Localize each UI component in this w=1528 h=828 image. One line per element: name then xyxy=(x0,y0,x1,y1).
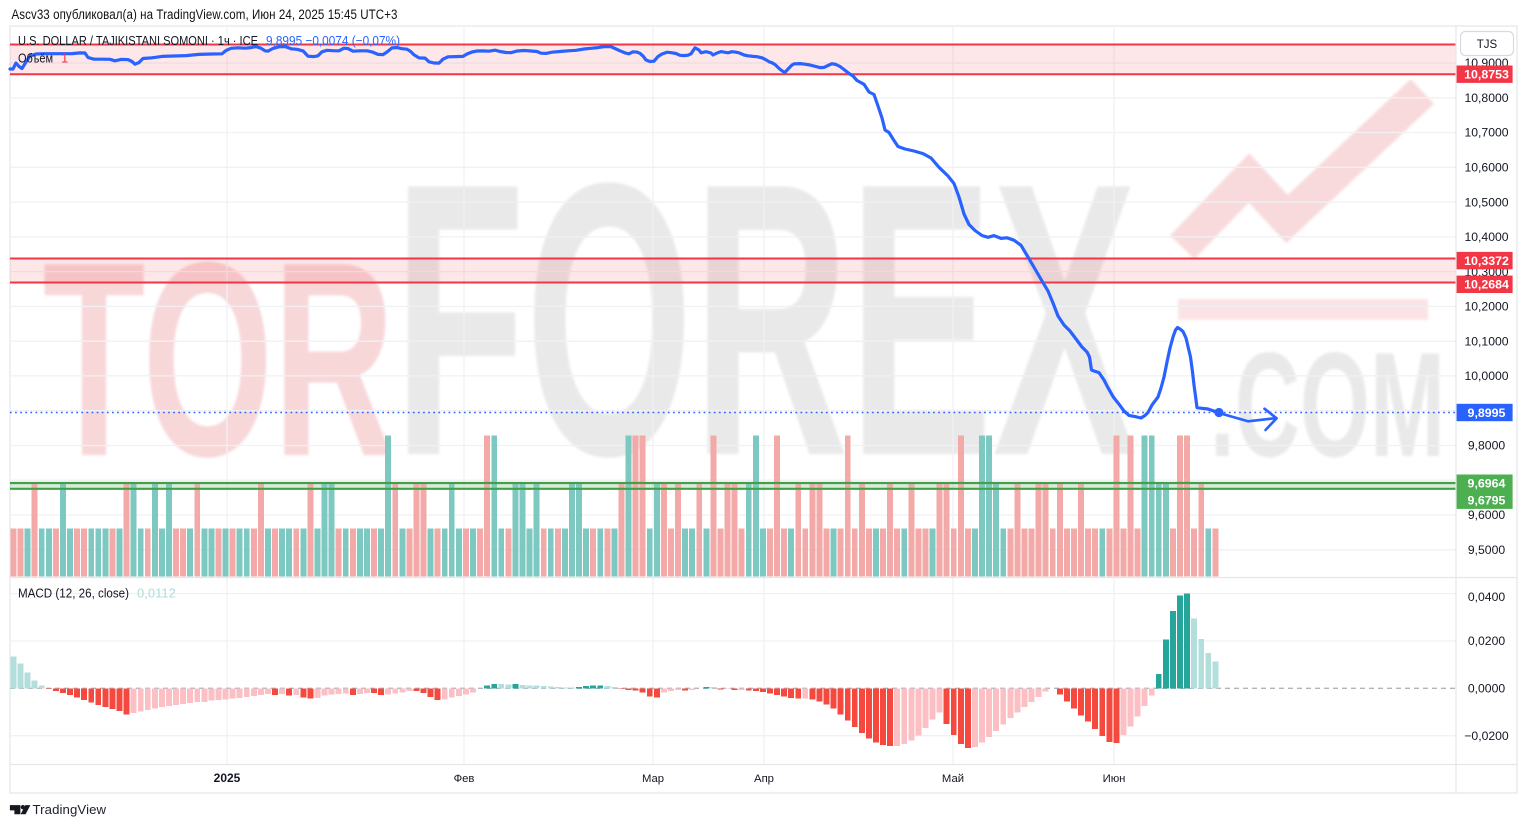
svg-text:TOR: TOR xyxy=(43,205,395,514)
svg-text:9,6000: 9,6000 xyxy=(1468,508,1505,522)
svg-text:MACD (12, 26, close): MACD (12, 26, close) xyxy=(18,586,129,601)
svg-text:Объём: Объём xyxy=(18,51,53,66)
svg-text:10,6000: 10,6000 xyxy=(1464,161,1508,175)
svg-text:10,2684: 10,2684 xyxy=(1464,278,1509,292)
svg-text:Фев: Фев xyxy=(454,773,475,785)
svg-text:9,6795: 9,6795 xyxy=(1468,494,1506,508)
svg-text:Мар: Мар xyxy=(642,773,664,785)
svg-text:Май: Май xyxy=(942,773,964,785)
svg-text:Ascv33 опубликовал(а) на Tradi: Ascv33 опубликовал(а) на TradingView.com… xyxy=(12,7,398,22)
svg-text:9,6964: 9,6964 xyxy=(1468,477,1506,491)
svg-text:0,0200: 0,0200 xyxy=(1468,634,1505,648)
svg-text:TJS: TJS xyxy=(1477,39,1498,51)
svg-text:FOREX: FOREX xyxy=(394,101,1138,536)
svg-text:10,4000: 10,4000 xyxy=(1464,230,1508,244)
svg-text:10,0000: 10,0000 xyxy=(1464,369,1508,383)
svg-text:9,5000: 9,5000 xyxy=(1468,543,1505,557)
svg-text:0,0400: 0,0400 xyxy=(1468,590,1505,604)
svg-text:−0,0200: −0,0200 xyxy=(1464,729,1509,743)
svg-text:9,8995: 9,8995 xyxy=(1468,406,1506,420)
svg-text:10,2000: 10,2000 xyxy=(1464,300,1508,314)
svg-text:0,0112: 0,0112 xyxy=(137,586,176,601)
svg-text:10,5000: 10,5000 xyxy=(1464,195,1508,209)
svg-text:10,1000: 10,1000 xyxy=(1464,334,1508,348)
svg-text:10,8753: 10,8753 xyxy=(1464,68,1509,82)
svg-text:10,8000: 10,8000 xyxy=(1464,91,1508,105)
svg-text:2025: 2025 xyxy=(214,771,241,785)
svg-text:U.S. DOLLAR / TAJIKISTANI SOMO: U.S. DOLLAR / TAJIKISTANI SOMONI · 1ч · … xyxy=(18,33,258,48)
svg-text:TradingView: TradingView xyxy=(33,802,107,817)
svg-text:9,8000: 9,8000 xyxy=(1468,439,1505,453)
svg-text:0,0000: 0,0000 xyxy=(1468,682,1505,696)
svg-text:1: 1 xyxy=(61,51,68,66)
svg-text:9,8995 −0,0074 (−0,07%): 9,8995 −0,0074 (−0,07%) xyxy=(266,33,400,48)
svg-text:.COM: .COM xyxy=(1210,323,1445,489)
svg-text:10,7000: 10,7000 xyxy=(1464,126,1508,140)
svg-text:Июн: Июн xyxy=(1103,773,1126,785)
svg-text:Апр: Апр xyxy=(754,773,774,785)
svg-text:10,3372: 10,3372 xyxy=(1464,254,1509,268)
